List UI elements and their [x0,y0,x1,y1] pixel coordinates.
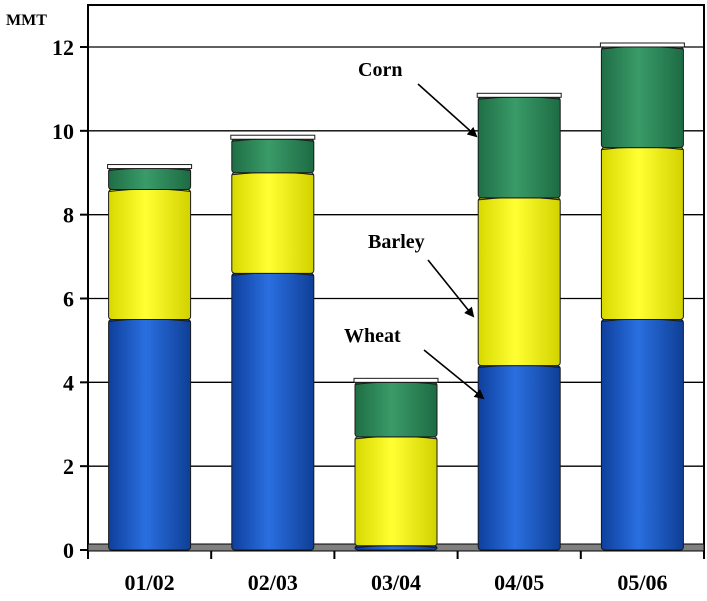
bar-cap [599,42,685,48]
bar-segment-corn [477,96,561,199]
bar-cap [230,134,316,140]
y-unit-label: MMT [6,12,47,29]
annotation-arrow-wheat [423,349,485,400]
y-tick-label: 4 [63,370,74,395]
bar-segment-barley [477,197,561,367]
bar-segment-wheat [108,318,192,551]
annotation-label-corn: Corn [358,59,402,81]
annotation-arrow-barley [427,259,475,318]
x-tick-label: 01/02 [125,570,175,595]
x-tick-label: 03/04 [371,570,421,595]
y-tick-label: 6 [63,287,74,312]
x-axis-ticks: 01/02 02/03 03/04 04/05 05/06 [87,551,705,595]
annotation-label-wheat: Wheat [344,325,401,347]
bar-segment-corn [231,138,315,174]
bar-segment-corn [600,46,684,149]
bar-cap [476,92,562,98]
y-tick-label: 0 [63,538,74,563]
bar-cap [107,164,193,170]
bar-segment-barley [354,436,438,547]
bars [107,42,685,551]
bar-segment-wheat [231,272,315,551]
bar-cap [353,377,439,383]
annotation-wheat: Wheat [344,325,485,400]
annotation-corn: Corn [358,59,478,138]
bar-segment-wheat [600,318,684,551]
y-axis-ticks: 0 2 4 6 8 10 12 [52,35,88,563]
bar-segment-barley [108,189,192,320]
bar-segment-wheat [477,365,561,551]
bar-segment-corn [108,168,192,191]
y-tick-label: 8 [63,203,74,228]
x-tick-label: 02/03 [248,570,298,595]
bar-segment-barley [231,172,315,274]
annotation-barley: Barley [368,231,475,318]
annotation-label-barley: Barley [368,231,425,253]
y-tick-label: 12 [52,35,74,60]
y-tick-label: 2 [63,454,74,479]
bar-segment-corn [354,381,438,438]
x-tick-label: 05/06 [617,570,667,595]
y-tick-label: 10 [52,119,74,144]
bar-segment-barley [600,147,684,320]
annotation-arrow-corn [417,83,478,138]
x-tick-label: 04/05 [494,570,544,595]
